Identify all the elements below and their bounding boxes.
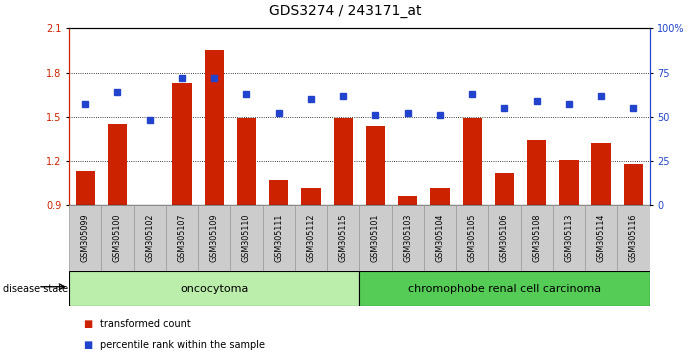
Text: GSM305113: GSM305113 [565,214,574,262]
Bar [334,118,353,205]
Text: GSM305110: GSM305110 [242,214,251,262]
Text: GSM305101: GSM305101 [371,214,380,262]
Text: GSM305108: GSM305108 [532,214,541,262]
Bar [392,205,424,271]
Text: GSM305104: GSM305104 [435,214,444,262]
Bar [424,205,456,271]
Bar [462,118,482,205]
Bar [585,205,617,271]
Text: ■: ■ [83,319,92,329]
Bar [489,205,520,271]
Bar [591,143,611,205]
Text: GSM305099: GSM305099 [81,214,90,262]
Bar [140,205,160,208]
Bar [198,205,230,271]
Bar [263,205,295,271]
Bar [527,141,547,205]
Text: GSM305114: GSM305114 [596,214,606,262]
Bar [69,271,359,306]
Text: GDS3274 / 243171_at: GDS3274 / 243171_at [269,4,422,18]
Bar [172,83,191,205]
Bar [553,205,585,271]
Bar [237,118,256,205]
Bar [75,171,95,205]
Bar [617,205,650,271]
Text: chromophobe renal cell carcinoma: chromophobe renal cell carcinoma [408,284,601,293]
Text: percentile rank within the sample: percentile rank within the sample [100,340,265,350]
Bar [624,164,643,205]
Text: GSM305102: GSM305102 [145,214,154,262]
Text: GSM305105: GSM305105 [468,214,477,262]
Text: GSM305116: GSM305116 [629,214,638,262]
Bar [108,124,127,205]
Bar [133,205,166,271]
Bar [456,205,489,271]
Bar [359,271,650,306]
Bar [495,173,514,205]
Text: ■: ■ [83,340,92,350]
Bar [327,205,359,271]
Text: GSM305109: GSM305109 [209,214,219,262]
Text: GSM305107: GSM305107 [178,214,187,262]
Bar [205,51,224,205]
Bar [520,205,553,271]
Bar [230,205,263,271]
Text: GSM305103: GSM305103 [403,214,413,262]
Bar [295,205,327,271]
Bar [269,180,288,205]
Bar [359,205,392,271]
Bar [398,196,417,205]
Text: disease state: disease state [3,284,68,293]
Text: GSM305115: GSM305115 [339,214,348,262]
Bar [166,205,198,271]
Text: GSM305100: GSM305100 [113,214,122,262]
Text: GSM305106: GSM305106 [500,214,509,262]
Text: oncocytoma: oncocytoma [180,284,248,293]
Bar [301,188,321,205]
Text: GSM305111: GSM305111 [274,214,283,262]
Text: GSM305112: GSM305112 [306,214,316,262]
Text: transformed count: transformed count [100,319,191,329]
Bar [102,205,133,271]
Bar [559,160,578,205]
Bar [69,205,102,271]
Bar [430,188,450,205]
Bar [366,126,385,205]
